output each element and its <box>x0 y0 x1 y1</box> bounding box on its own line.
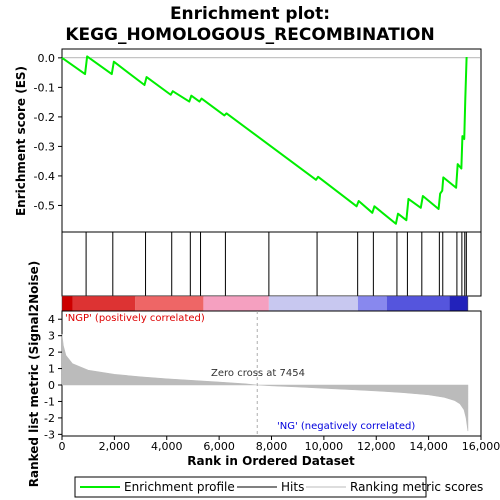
x-tick-label: 12,000 <box>357 440 396 453</box>
color-bar-segment <box>357 296 387 311</box>
color-bar-segment <box>203 296 269 311</box>
legend-label-enrichment: Enrichment profile <box>124 480 235 494</box>
legend-label-hits: Hits <box>281 480 304 494</box>
color-bar-segment <box>449 296 468 311</box>
es-panel-frame <box>61 48 482 233</box>
x-tick-label: 6,000 <box>203 440 235 453</box>
es-y-tick-label: -0.1 <box>34 81 55 94</box>
x-tick-label: 16,000 <box>462 440 500 453</box>
metric-panel-frame <box>61 310 482 437</box>
metric-y-tick-label: -3 <box>44 428 55 441</box>
x-tick-label: 4,000 <box>151 440 183 453</box>
x-tick-label: 10,000 <box>305 440 344 453</box>
hits-panel <box>61 231 482 312</box>
hits-panel-frame <box>61 231 482 297</box>
metric-y-tick-label: 2 <box>48 346 55 359</box>
color-bar-segment <box>386 296 450 311</box>
legend-label-metric: Ranking metric scores <box>350 480 483 494</box>
es-y-tick-label: -0.4 <box>34 170 55 183</box>
metric-y-tick-label: 3 <box>48 330 55 343</box>
es-y-tick-label: -0.3 <box>34 140 55 153</box>
negative-correlation-label: 'NG' (negatively correlated) <box>277 421 415 432</box>
color-bar-segment <box>268 296 358 311</box>
color-bar-segment <box>62 296 73 311</box>
x-tick-label: 0 <box>59 440 66 453</box>
x-tick-label: 14,000 <box>409 440 448 453</box>
metric-y-tick-label: -1 <box>44 395 55 408</box>
es-y-tick-label: 0.0 <box>38 52 56 65</box>
es-panel: 0.0 -0.1 -0.2 -0.3 -0.4 -0.5 <box>34 48 482 233</box>
es-y-tick-label: -0.5 <box>34 199 55 212</box>
x-axis-label: Rank in Ordered Dataset <box>187 454 355 468</box>
zero-cross-label: Zero cross at 7454 <box>211 368 305 379</box>
metric-y-tick-label: -2 <box>44 412 55 425</box>
legend: Enrichment profile Hits Ranking metric s… <box>74 476 483 498</box>
metric-panel: 4 3 2 1 0 -1 -2 -3 <box>44 310 482 441</box>
enrichment-profile-line <box>61 55 468 225</box>
es-y-tick-label: -0.2 <box>34 111 55 124</box>
color-bar-segment <box>135 296 204 311</box>
metric-y-tick-label: 1 <box>48 363 55 376</box>
metric-y-tick-label: 0 <box>48 379 55 392</box>
x-axis: 0 2,000 4,000 6,000 8,000 10,000 12,000 14,000 1… <box>59 436 500 453</box>
positive-correlation-label: 'NGP' (positively correlated) <box>65 313 205 324</box>
chart-title-line2: KEGG_HOMOLOGOUS_RECOMBINATION <box>65 25 434 45</box>
color-bar-segment <box>72 296 136 311</box>
metric-y-axis-label: Ranked list metric (Signal2Noise) <box>27 261 41 488</box>
metric-y-tick-label: 4 <box>48 313 55 326</box>
es-y-axis-label: Enrichment score (ES) <box>14 66 28 216</box>
ranking-metric-area <box>61 333 469 432</box>
chart-title-line1: Enrichment plot: <box>170 4 330 24</box>
x-tick-label: 2,000 <box>99 440 131 453</box>
x-tick-label: 8,000 <box>256 440 288 453</box>
